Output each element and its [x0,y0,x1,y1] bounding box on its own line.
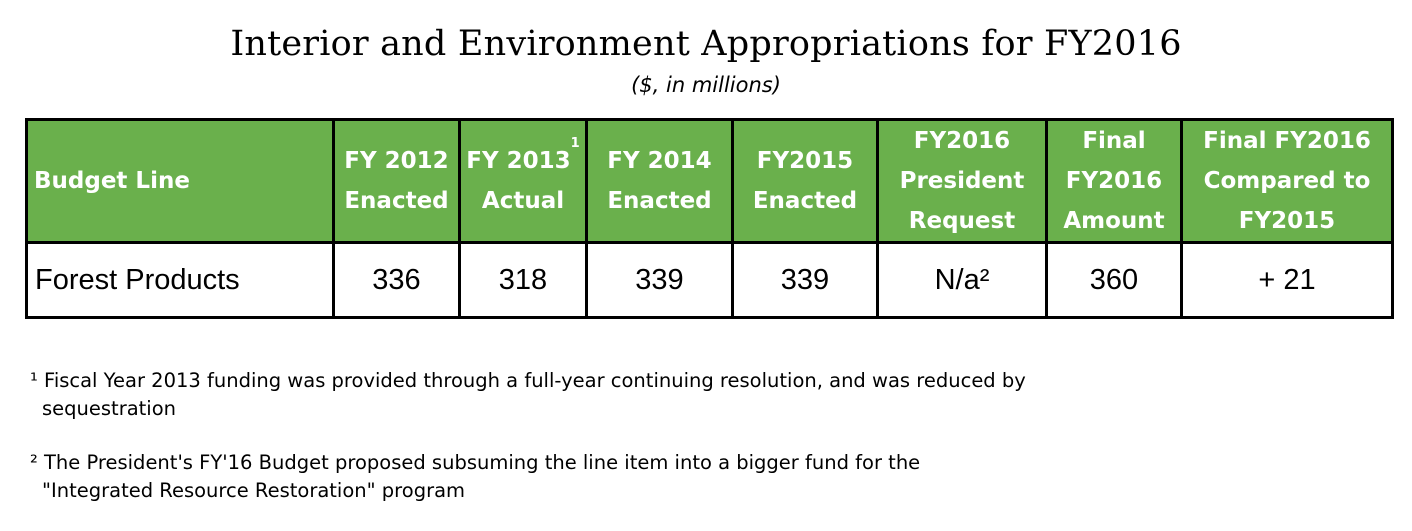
header-fy2014-line1: FY 2014 [607,148,712,174]
table-header-row: Budget Line FY 2012 Enacted FY 20131 Act… [25,118,1394,244]
header-fy2014-line2: Enacted [607,188,712,214]
header-compared-line1: Final FY2016 [1203,128,1371,154]
cell-fy2016-request: N/a² [876,241,1048,319]
header-fy2014: FY 2014 Enacted [585,118,734,244]
header-fy2015-line2: Enacted [752,188,858,214]
header-fy2013-text: FY 2013 [466,148,571,174]
footnote-1-line2: sequestration [42,397,177,420]
cell-fy2012: 336 [332,241,461,319]
footnote-1-line1: ¹ Fiscal Year 2013 funding was provided … [30,369,1026,392]
cell-final-fy2016: 360 [1045,241,1183,319]
cell-fy2014: 339 [585,241,734,319]
header-compared-line3: FY2015 [1238,208,1336,234]
footnotes: ¹ Fiscal Year 2013 funding was provided … [30,367,1026,531]
header-budget-line: Budget Line [25,118,335,244]
header-fy2013: FY 20131 Actual [458,118,588,244]
header-compared: Final FY2016 Compared to FY2015 [1180,118,1394,244]
appropriations-table: Budget Line FY 2012 Enacted FY 20131 Act… [25,118,1394,319]
page-title: Interior and Environment Appropriations … [230,24,1182,64]
header-fy2013-line2: Actual [481,188,565,214]
table-row: Forest Products 336 318 339 339 N/a² 360… [25,241,1394,319]
cell-fy2015: 339 [731,241,879,319]
header-final-fy2016: Final FY2016 Amount [1045,118,1183,244]
cell-compared: + 21 [1180,241,1394,319]
footnote-marker: 1 [570,136,580,152]
cell-budget-line: Forest Products [25,241,335,319]
footnote-1: ¹ Fiscal Year 2013 funding was provided … [30,367,1026,423]
header-final-fy2016-line3: Amount [1063,208,1165,234]
header-fy2016-request-line2: President [899,168,1025,194]
cell-fy2013: 318 [458,241,588,319]
header-fy2013-line1: FY 20131 [461,137,585,181]
footnote-2-line1: ² The President's FY'16 Budget proposed … [30,451,921,474]
header-fy2015-line1: FY2015 [756,148,854,174]
header-fy2016-request-line3: Request [908,208,1016,234]
header-fy2012-line1: FY 2012 [344,148,449,174]
header-fy2016-request-line1: FY2016 [913,128,1011,154]
footnote-2: ² The President's FY'16 Budget proposed … [30,449,1026,505]
footnote-2-line2: "Integrated Resource Restoration" progra… [42,479,466,502]
page-subtitle: ($, in millions) [631,73,781,97]
header-fy2015: FY2015 Enacted [731,118,879,244]
header-final-fy2016-line2: FY2016 [1065,168,1163,194]
header-compared-line2: Compared to [1203,168,1371,194]
header-fy2012-line2: Enacted [344,188,449,214]
header-final-fy2016-line1: Final [1082,128,1146,154]
header-budget-line-label: Budget Line [34,168,190,194]
header-fy2012: FY 2012 Enacted [332,118,461,244]
header-fy2016-request: FY2016 President Request [876,118,1048,244]
